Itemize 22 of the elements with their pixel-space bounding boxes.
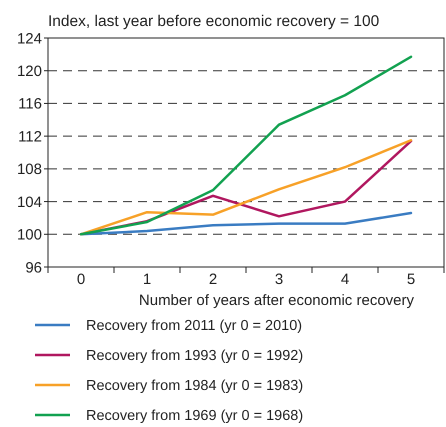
legend-label: Recovery from 1969 (yr 0 = 1968) xyxy=(86,408,304,424)
x-tick-label: 4 xyxy=(340,271,350,288)
legend-label: Recovery from 2011 (yr 0 = 2010) xyxy=(86,318,302,334)
x-tick-label: 2 xyxy=(208,271,218,288)
x-tick-label: 1 xyxy=(142,271,152,288)
y-tick-label: 120 xyxy=(16,62,42,80)
x-tick-label: 3 xyxy=(274,271,284,288)
y-tick-label: 104 xyxy=(16,194,42,211)
line-series xyxy=(80,56,412,236)
y-tick-label: 124 xyxy=(16,30,42,48)
y-tick-label: 100 xyxy=(16,226,42,244)
chart-title: Index, last year before economic recovery = 100 xyxy=(48,13,380,30)
x-tick-label: 5 xyxy=(406,271,416,288)
x-axis-title: Number of years after economic recovery xyxy=(138,292,414,309)
x-tick-label: 0 xyxy=(76,271,86,288)
y-tick-label: 112 xyxy=(18,128,42,146)
y-tick-label: 96 xyxy=(25,259,42,276)
legend-label: Recovery from 1993 (yr 0 = 1992) xyxy=(86,348,304,364)
y-tick-label: 108 xyxy=(16,161,42,178)
y-tick-label: 116 xyxy=(18,96,42,113)
legend-label: Recovery from 1984 (yr 0 = 1983) xyxy=(86,378,304,394)
line-series xyxy=(80,212,412,236)
